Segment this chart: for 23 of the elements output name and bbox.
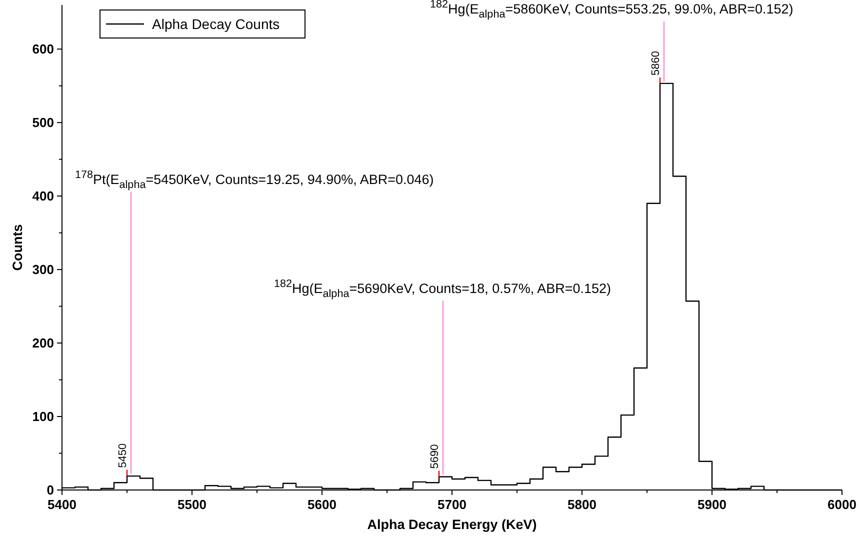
- x-axis-title: Alpha Decay Energy (KeV): [367, 517, 537, 532]
- annotation: 5860: [650, 50, 662, 76]
- x-tick-label: 5400: [48, 497, 76, 512]
- annotation: $^{182}$Hg(E$_{alpha}$=5860KeV, Counts=553.25, 99.0%, ABR=0.152): [430, 0, 794, 20]
- x-tick-label: 5900: [698, 497, 726, 512]
- annotation: 5690: [429, 444, 441, 469]
- x-tick-label: 5600: [308, 497, 336, 512]
- y-axis-title: Counts: [10, 224, 25, 271]
- x-tick-label: 5700: [438, 497, 466, 512]
- y-tick-label: 200: [32, 336, 54, 351]
- y-tick-label: 100: [32, 409, 54, 424]
- y-tick-label: 600: [32, 42, 54, 57]
- y-tick-label: 300: [32, 262, 54, 278]
- y-tick-label: 500: [32, 115, 54, 130]
- annotation: $^{178}$Pt(E$_{alpha}$=5450KeV, Counts=19.25, 94.90%, ABR=0.046): [75, 168, 434, 191]
- y-tick-label: 400: [32, 188, 54, 204]
- x-tick-label: 6000: [828, 497, 856, 512]
- annotation: $^{182}$Hg(E$_{alpha}$=5690KeV, Counts=18, 0.57%, ABR=0.152): [274, 278, 612, 300]
- x-tick-label: 5800: [568, 497, 596, 512]
- x-tick-label: 5500: [178, 497, 206, 512]
- annotation: 5450: [117, 443, 129, 468]
- y-tick-label: 0: [46, 482, 54, 498]
- legend-label: Alpha Decay Counts: [152, 16, 280, 32]
